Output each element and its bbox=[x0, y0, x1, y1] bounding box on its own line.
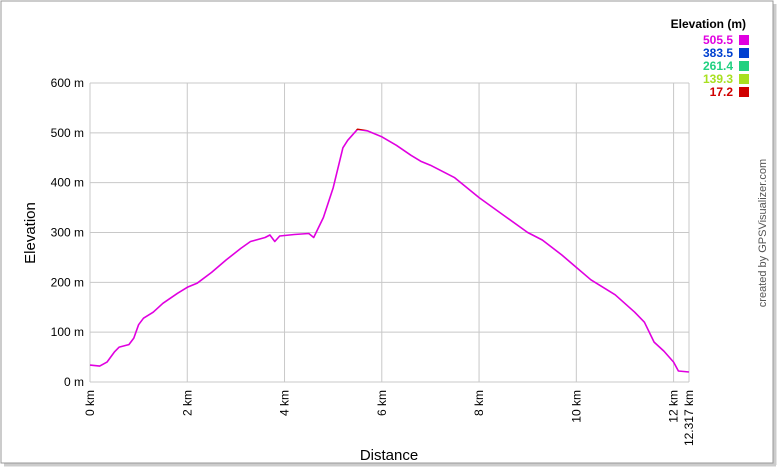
y-tick-label: 500 m bbox=[51, 126, 84, 140]
credit: created by GPSVisualizer.com bbox=[757, 159, 769, 307]
x-tick-label: 4 km bbox=[278, 390, 292, 416]
legend-swatch bbox=[739, 48, 749, 58]
legend-swatch bbox=[739, 74, 749, 84]
legend-swatch bbox=[739, 61, 749, 71]
y-axis-label: Elevation bbox=[22, 202, 39, 264]
x-tick-label: 2 km bbox=[180, 390, 194, 416]
x-tick-label: 8 km bbox=[472, 390, 486, 416]
x-tick-label: 10 km bbox=[569, 390, 583, 423]
legend-title: Elevation (m) bbox=[671, 17, 746, 31]
legend-label: 17.2 bbox=[710, 85, 734, 99]
legend-swatch bbox=[739, 87, 749, 97]
y-tick-label: 400 m bbox=[51, 176, 84, 190]
x-tick-label: 6 km bbox=[375, 390, 389, 416]
y-tick-label: 200 m bbox=[51, 275, 84, 289]
x-tick-label: 12.317 km bbox=[682, 390, 696, 446]
x-tick-label: 0 km bbox=[83, 390, 97, 416]
elevation-line bbox=[89, 128, 690, 373]
y-tick-label: 100 m bbox=[51, 325, 84, 339]
y-tick-label: 600 m bbox=[51, 76, 84, 90]
legend-swatch bbox=[739, 35, 749, 45]
legend-label: 505.5 bbox=[703, 33, 733, 47]
legend-label: 139.3 bbox=[703, 72, 733, 86]
x-axis-label: Distance bbox=[360, 447, 418, 464]
y-tick-label: 0 m bbox=[64, 375, 84, 389]
x-tick-label: 12 km bbox=[667, 390, 681, 423]
legend-label: 261.4 bbox=[703, 59, 733, 73]
y-tick-label: 300 m bbox=[51, 226, 84, 240]
legend-label: 383.5 bbox=[703, 46, 733, 60]
